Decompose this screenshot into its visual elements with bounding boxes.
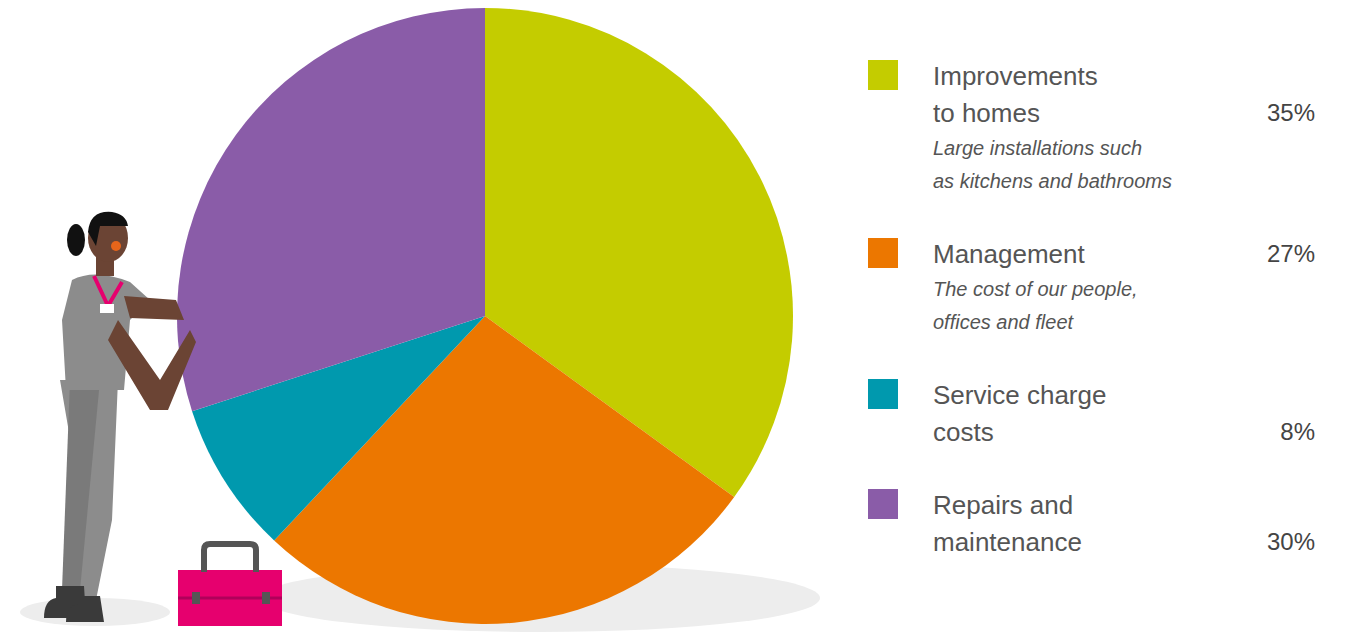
hair: [88, 212, 128, 246]
arm: [108, 320, 196, 410]
legend-swatch: [868, 489, 898, 519]
badge: [100, 304, 114, 313]
legend-label-line: Service charge: [933, 380, 1106, 410]
cheek: [111, 241, 121, 251]
legend-label-line: to homes: [933, 98, 1040, 128]
legend-description: as kitchens and bathrooms: [933, 170, 1172, 192]
legend-label: Service charge costs: [933, 380, 1106, 447]
toolbox-handle: [204, 544, 256, 572]
value-label: 27%: [1267, 240, 1315, 267]
toolbox-latch: [192, 592, 200, 604]
leg: [62, 380, 100, 590]
toolbox: [178, 570, 282, 626]
toolbox-latch: [262, 592, 270, 604]
legend-label-line: Improvements: [933, 61, 1098, 91]
pie: [177, 8, 793, 624]
legend-label: Repairs and maintenance: [933, 490, 1082, 557]
arm: [124, 296, 184, 320]
leg: [60, 380, 118, 600]
legend-label-line: maintenance: [933, 527, 1082, 557]
legend-description: Large installations such: [933, 137, 1142, 159]
legend-swatch: [868, 238, 898, 268]
value-label: 35%: [1267, 99, 1315, 126]
boot: [66, 596, 104, 622]
legend-label: Management: [933, 239, 1086, 269]
chart: Improvements to homes 35% Large installatio…: [0, 0, 1353, 636]
ponytail: [67, 224, 85, 256]
value-label: 30%: [1267, 528, 1315, 555]
pie-slice: [177, 8, 485, 411]
lanyard: [94, 276, 122, 306]
value-label: 8%: [1280, 418, 1315, 445]
legend-label: Improvements to homes: [933, 61, 1098, 128]
legend: Improvements to homes 35% Large installatio…: [868, 60, 1315, 557]
illustration: [44, 212, 282, 626]
legend-label-line: Repairs and: [933, 490, 1073, 520]
legend-swatch: [868, 60, 898, 90]
legend-label-line: costs: [933, 417, 994, 447]
legend-swatch: [868, 379, 898, 409]
legend-label-line: Management: [933, 239, 1086, 269]
legend-description: offices and fleet: [933, 311, 1075, 333]
legend-description: The cost of our people,: [933, 278, 1138, 300]
